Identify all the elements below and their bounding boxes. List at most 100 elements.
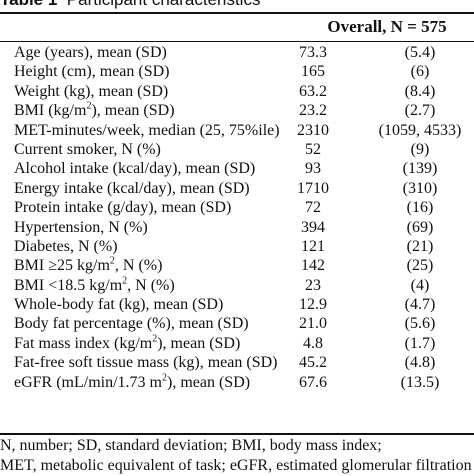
table-row: Hypertension, N (%) 394 (69) bbox=[0, 218, 474, 237]
row-dispersion: (4) bbox=[410, 276, 430, 294]
table-number: Table 1 bbox=[0, 0, 57, 9]
row-value: 121 bbox=[301, 237, 325, 255]
row-label-text: Age (years), mean (SD) bbox=[14, 44, 167, 61]
row-value: 73.3 bbox=[299, 44, 327, 61]
row-label: Fat-free soft tissue mass (kg), mean (SD… bbox=[14, 353, 278, 372]
row-label: BMI ≥25 kg/m2, N (%) bbox=[14, 256, 162, 275]
table-row: Age (years), mean (SD) 73.3 (5.4) bbox=[0, 43, 474, 62]
row-dispersion: (8.4) bbox=[404, 82, 436, 100]
row-label-text: Fat-free soft tissue mass (kg), mean (SD… bbox=[14, 354, 278, 372]
table-row: Current smoker, N (%) 52 (9) bbox=[0, 140, 474, 159]
row-label-text: Protein intake (g/day), mean (SD) bbox=[14, 199, 232, 217]
row-label: Height (cm), mean (SD) bbox=[14, 62, 170, 81]
row-dispersion: (310) bbox=[402, 179, 438, 197]
row-label-suffix: ), mean (SD) bbox=[167, 373, 251, 391]
row-value: 93 bbox=[305, 160, 321, 178]
row-dispersion: (5.6) bbox=[404, 315, 436, 333]
row-dispersion: (1.7) bbox=[404, 334, 436, 352]
row-label: eGFR (mL/min/1.73 m2), mean (SD) bbox=[14, 373, 250, 392]
row-dispersion: (69) bbox=[406, 218, 434, 236]
row-label-text: Body fat percentage (%), mean (SD) bbox=[14, 315, 249, 333]
row-dispersion: (16) bbox=[406, 199, 434, 217]
row-label-text: Fat mass index (kg/m bbox=[14, 334, 153, 352]
footnote-line-1: N, number; SD, standard deviation; BMI, … bbox=[0, 437, 382, 454]
row-label-text: BMI ≥25 kg/m bbox=[14, 257, 110, 275]
row-label-suffix: ), mean (SD) bbox=[91, 102, 175, 120]
overall-column-header: Overall, N = 575 bbox=[327, 17, 447, 36]
row-label-text: Whole-body fat (kg), mean (SD) bbox=[14, 296, 224, 314]
row-label-superscript: 2 bbox=[152, 333, 158, 345]
row-dispersion: (5.4) bbox=[404, 44, 436, 61]
row-dispersion: (13.5) bbox=[400, 373, 440, 391]
row-label: Protein intake (g/day), mean (SD) bbox=[14, 198, 231, 217]
row-dispersion: (2.7) bbox=[404, 102, 436, 120]
table-row: Protein intake (g/day), mean (SD) 72 (16) bbox=[0, 198, 474, 217]
row-label: Whole-body fat (kg), mean (SD) bbox=[14, 295, 223, 314]
row-label: Hypertension, N (%) bbox=[14, 218, 148, 237]
row-label-text: Hypertension, N (%) bbox=[14, 218, 148, 236]
row-dispersion: (25) bbox=[406, 257, 434, 275]
row-label-text: BMI (kg/m bbox=[14, 102, 87, 120]
table-row: Diabetes, N (%) 121 (21) bbox=[0, 237, 474, 256]
row-label: Diabetes, N (%) bbox=[14, 237, 118, 256]
row-dispersion: (1059, 4533) bbox=[378, 121, 462, 139]
row-label-superscript: 2 bbox=[122, 275, 128, 287]
row-label-text: MET-minutes/week, median (25, 75%ile) bbox=[14, 121, 280, 139]
row-label-text: BMI <18.5 kg/m bbox=[14, 276, 123, 294]
table-caption: Table 1 Participant characteristics bbox=[0, 0, 260, 10]
footnote-line-2: MET, metabolic equivalent of task; eGFR,… bbox=[0, 457, 472, 474]
row-dispersion: (4.7) bbox=[404, 296, 436, 314]
table-row: BMI (kg/m2), mean (SD) 23.2 (2.7) bbox=[0, 101, 474, 120]
table-row: Fat mass index (kg/m2), mean (SD) 4.8 (1.7… bbox=[0, 334, 474, 353]
row-dispersion: (4.8) bbox=[404, 354, 436, 372]
row-dispersion: (21) bbox=[406, 237, 434, 255]
row-value: 23 bbox=[305, 276, 321, 294]
row-label: Energy intake (kcal/day), mean (SD) bbox=[14, 179, 250, 198]
row-label-text: eGFR (mL/min/1.73 m bbox=[14, 373, 162, 391]
top-rule bbox=[0, 12, 474, 14]
bottom-rule bbox=[0, 433, 474, 435]
table-row: Body fat percentage (%), mean (SD) 21.0 (5… bbox=[0, 314, 474, 333]
row-label: Body fat percentage (%), mean (SD) bbox=[14, 314, 249, 333]
row-value: 142 bbox=[301, 257, 325, 275]
row-value: 165 bbox=[301, 63, 325, 81]
row-label: Weight (kg), mean (SD) bbox=[14, 82, 168, 101]
row-label: Age (years), mean (SD) bbox=[14, 43, 167, 62]
row-label-superscript: 2 bbox=[109, 255, 115, 267]
row-dispersion: (139) bbox=[402, 160, 438, 178]
row-label-text: Diabetes, N (%) bbox=[14, 237, 118, 255]
row-dispersion: (9) bbox=[410, 140, 430, 158]
row-label: Fat mass index (kg/m2), mean (SD) bbox=[14, 334, 240, 353]
row-label-suffix: , N (%) bbox=[127, 276, 175, 294]
header-rule bbox=[0, 41, 474, 42]
row-label: MET-minutes/week, median (25, 75%ile) bbox=[14, 121, 280, 140]
row-label: Current smoker, N (%) bbox=[14, 140, 161, 159]
row-value: 2310 bbox=[297, 121, 329, 139]
table-row: eGFR (mL/min/1.73 m2), mean (SD) 67.6 (13.… bbox=[0, 373, 474, 392]
table-row: Whole-body fat (kg), mean (SD) 12.9 (4.7) bbox=[0, 295, 474, 314]
table-row: BMI <18.5 kg/m2, N (%) 23 (4) bbox=[0, 276, 474, 295]
table-row: MET-minutes/week, median (25, 75%ile) 231… bbox=[0, 121, 474, 140]
row-label-suffix: , N (%) bbox=[114, 257, 163, 275]
row-label-suffix: ), mean (SD) bbox=[157, 334, 241, 352]
row-value: 12.9 bbox=[299, 296, 327, 314]
table-row: Fat-free soft tissue mass (kg), mean (SD… bbox=[0, 353, 474, 372]
row-label-text: Energy intake (kcal/day), mean (SD) bbox=[14, 179, 250, 197]
row-value: 45.2 bbox=[299, 354, 327, 372]
table-row: Height (cm), mean (SD) 165 (6) bbox=[0, 62, 474, 81]
row-value: 52 bbox=[305, 140, 321, 158]
row-label: Alcohol intake (kcal/day), mean (SD) bbox=[14, 159, 255, 178]
row-label: BMI <18.5 kg/m2, N (%) bbox=[14, 276, 175, 295]
row-value: 4.8 bbox=[303, 334, 323, 352]
table-row: Weight (kg), mean (SD) 63.2 (8.4) bbox=[0, 82, 474, 101]
table-row: BMI ≥25 kg/m2, N (%) 142 (25) bbox=[0, 256, 474, 275]
row-value: 67.6 bbox=[299, 373, 327, 391]
row-value: 1710 bbox=[297, 179, 329, 197]
row-label-text: Alcohol intake (kcal/day), mean (SD) bbox=[14, 160, 256, 178]
row-dispersion: (6) bbox=[410, 63, 430, 81]
row-value: 394 bbox=[301, 218, 325, 236]
row-value: 72 bbox=[305, 199, 321, 217]
row-label-superscript: 2 bbox=[86, 100, 92, 112]
table-title: Participant characteristics bbox=[67, 0, 261, 9]
table-body: Age (years), mean (SD) 73.3 (5.4) Height (c… bbox=[0, 43, 474, 392]
